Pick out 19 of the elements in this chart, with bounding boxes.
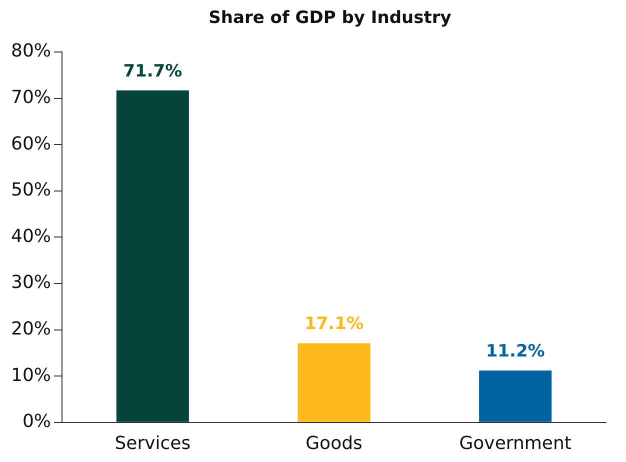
x-tick-label: Services xyxy=(114,432,191,454)
data-label: 11.2% xyxy=(486,341,545,362)
bar xyxy=(479,370,552,422)
chart-title: Share of GDP by Industry xyxy=(208,8,452,28)
y-tick-label: 50% xyxy=(10,180,52,201)
bar xyxy=(298,343,370,422)
y-tick-label: 30% xyxy=(10,272,52,294)
bar xyxy=(116,90,189,422)
y-tick-label: 10% xyxy=(10,364,52,386)
y-tick-label: 60% xyxy=(10,133,52,154)
y-tick-label: 80% xyxy=(10,40,52,62)
y-tick-label: 40% xyxy=(10,226,52,247)
y-tick-label: 70% xyxy=(10,86,52,108)
y-tick-label: 20% xyxy=(10,318,52,340)
y-tick-label: 0% xyxy=(22,411,52,432)
x-tick-label: Government xyxy=(459,432,572,454)
data-label: 17.1% xyxy=(304,314,364,334)
x-tick-label: Goods xyxy=(306,432,362,454)
data-label: 71.7% xyxy=(123,61,182,82)
